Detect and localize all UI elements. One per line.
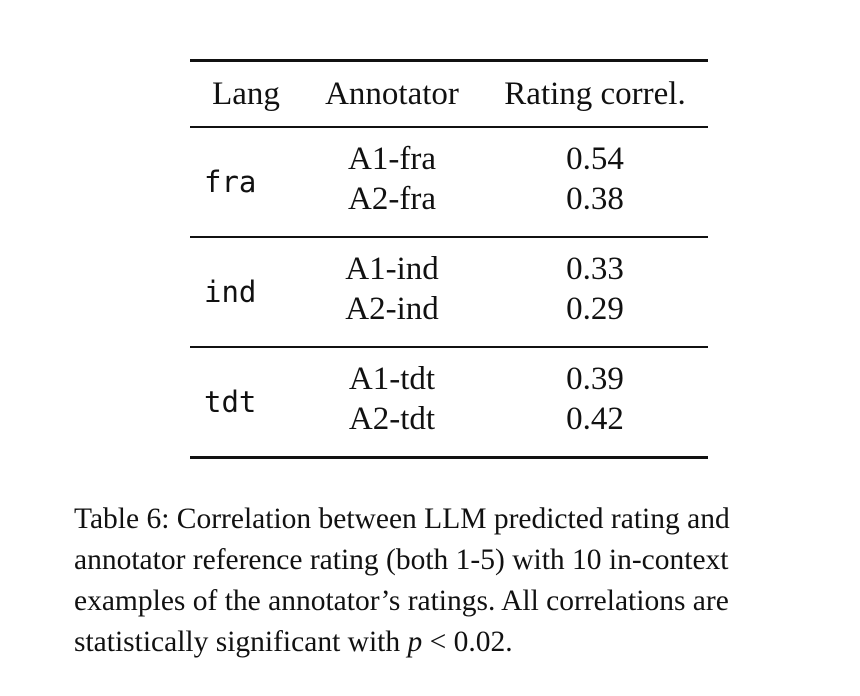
correlation-cell: 0.39 xyxy=(566,361,624,397)
lang-cell: fra xyxy=(204,165,257,199)
group-ind: ind A1-ind 0.33 A2-ind 0.29 xyxy=(190,237,708,347)
header-annotator: Annotator xyxy=(325,75,459,112)
lang-cell: tdt xyxy=(204,385,257,419)
table-row: tdt A1-tdt 0.39 xyxy=(190,347,708,419)
table-row: A2-fra 0.38 xyxy=(190,176,708,237)
results-table: Lang Annotator Rating correl. fra A1-fra… xyxy=(190,59,708,459)
table-caption: Table 6: Correlation between LLM predict… xyxy=(74,499,834,663)
caption-text: Table 6: Correlation between LLM predict… xyxy=(74,503,730,658)
group-fra: fra A1-fra 0.54 A2-fra 0.38 xyxy=(190,127,708,237)
annotator-cell: A2-tdt xyxy=(348,401,436,437)
caption-relation: < 0.02. xyxy=(422,626,513,658)
lang-cell: ind xyxy=(204,275,257,309)
correlation-cell: 0.33 xyxy=(566,251,624,287)
group-tdt: tdt A1-tdt 0.39 A2-tdt 0.42 xyxy=(190,347,708,458)
correlation-cell: 0.42 xyxy=(566,401,624,437)
results-table-container: Lang Annotator Rating correl. fra A1-fra… xyxy=(190,59,708,459)
header-lang: Lang xyxy=(212,75,280,112)
table-row: fra A1-fra 0.54 xyxy=(190,127,708,199)
annotator-cell: A1-fra xyxy=(348,141,436,177)
table-header-row: Lang Annotator Rating correl. xyxy=(190,60,708,127)
caption-variable: p xyxy=(407,626,423,658)
annotator-cell: A2-fra xyxy=(348,181,436,217)
annotator-cell: A1-tdt xyxy=(348,361,436,397)
correlation-cell: 0.38 xyxy=(566,181,624,217)
correlation-cell: 0.29 xyxy=(566,291,624,327)
table-row: A2-ind 0.29 xyxy=(190,286,708,347)
annotator-cell: A1-ind xyxy=(345,251,439,287)
table-row: A2-tdt 0.42 xyxy=(190,396,708,458)
header-rating-correl: Rating correl. xyxy=(504,75,686,112)
annotator-cell: A2-ind xyxy=(345,291,439,327)
correlation-cell: 0.54 xyxy=(566,141,624,177)
table-row: ind A1-ind 0.33 xyxy=(190,237,708,309)
